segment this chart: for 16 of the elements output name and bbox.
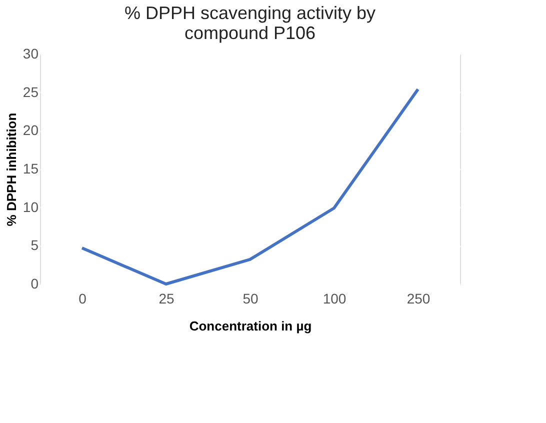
line-series xyxy=(80,88,420,286)
chart-title: % DPPH scavenging activity by compound P106 xyxy=(124,3,376,43)
y-tick-label: 20 xyxy=(22,122,39,138)
y-axis-title: % DPPH inhibition xyxy=(4,112,19,226)
x-tick-label: 250 xyxy=(406,290,430,306)
y-tick-label: 15 xyxy=(22,160,39,176)
y-tick-label: 25 xyxy=(22,84,39,100)
x-tick-label: 50 xyxy=(242,290,258,306)
x-tick-label: 0 xyxy=(78,290,87,306)
y-tick-label: 10 xyxy=(22,198,39,215)
y-tick-label: 0 xyxy=(30,276,39,292)
x-axis-title: Concentration in µg xyxy=(189,318,312,334)
x-tick-label: 100 xyxy=(322,290,346,306)
y-tick-label: 30 xyxy=(22,46,39,62)
y-tick-label: 5 xyxy=(30,237,39,254)
x-tick-label: 25 xyxy=(158,290,174,306)
